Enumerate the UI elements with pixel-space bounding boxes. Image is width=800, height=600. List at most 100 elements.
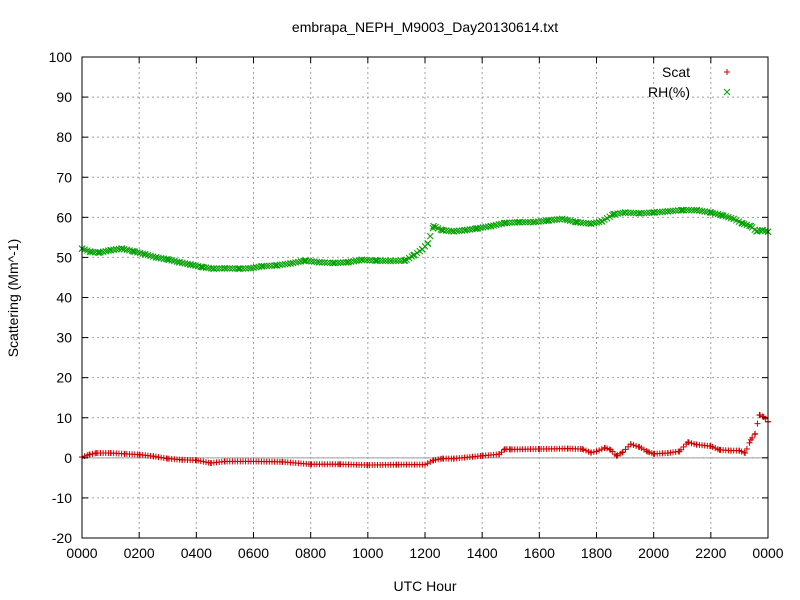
rh-point (107, 246, 114, 254)
rh-point (384, 257, 392, 265)
series-0 (79, 411, 771, 469)
scat-point (507, 446, 514, 453)
rh-point (690, 206, 698, 214)
scat-point (596, 447, 603, 454)
rh-point (667, 207, 674, 215)
scat-point (193, 457, 200, 464)
x-tick-label: 0600 (238, 545, 269, 561)
series-layer (78, 206, 772, 469)
rh-point (484, 223, 492, 230)
scat-point (684, 439, 691, 446)
rh-point (337, 259, 344, 266)
scat-point (714, 446, 721, 453)
scat-point (590, 448, 597, 455)
rh-point (118, 245, 126, 252)
rh-point (229, 265, 236, 272)
rh-point (321, 259, 329, 266)
rh-point (318, 259, 326, 266)
rh-point (350, 257, 358, 265)
rh-point (530, 218, 537, 226)
y-tick-label: 80 (56, 129, 72, 145)
rh-point (461, 226, 469, 234)
rh-point (374, 257, 381, 265)
scat-point (86, 451, 93, 458)
rh-point (315, 258, 323, 266)
rh-point (651, 209, 658, 216)
rh-point (126, 247, 133, 254)
x-tick-label: 2200 (695, 545, 726, 561)
x-tick-label: 0400 (181, 545, 212, 561)
rh-point (753, 228, 760, 235)
scat-point (622, 446, 629, 453)
legend-label-rh: RH(%) (648, 84, 690, 100)
scat-point (393, 461, 400, 468)
scat-point (587, 449, 594, 456)
y-tick-label: 60 (56, 209, 72, 225)
scat-point (716, 446, 723, 453)
scat-point (427, 458, 434, 465)
rh-point (561, 216, 569, 223)
legend-marker-symbol (724, 69, 730, 75)
legend-marker-scat (724, 69, 730, 75)
rh-point (235, 265, 243, 272)
rh-point (463, 226, 471, 234)
scat-point (754, 420, 761, 427)
y-tick-label: 20 (56, 370, 72, 386)
rh-point (487, 222, 495, 230)
rh-point (128, 247, 136, 255)
y-tick-label: 70 (56, 169, 72, 185)
rh-point (265, 262, 273, 270)
rh-point (624, 209, 632, 217)
scat-point (712, 445, 719, 452)
rh-point (473, 225, 480, 232)
rh-point (643, 209, 650, 217)
rh-point (448, 227, 455, 235)
rh-point (503, 219, 511, 227)
scat-point (644, 448, 651, 455)
scat-point (602, 444, 609, 451)
scat-point (707, 443, 714, 450)
rh-point (430, 222, 437, 230)
rh-point (672, 207, 680, 215)
rh-point (236, 265, 244, 272)
scat-point (640, 446, 647, 453)
scat-point (619, 449, 626, 456)
scat-point (630, 442, 637, 449)
rh-point (300, 257, 307, 265)
scat-point (752, 430, 759, 437)
legend-marker-rh (723, 88, 731, 96)
rh-point (698, 207, 706, 215)
scat-point (593, 448, 600, 455)
scat-point (107, 450, 114, 457)
rh-point (187, 261, 194, 268)
rh-point (198, 263, 206, 271)
scat-point (501, 446, 508, 453)
rh-point (210, 265, 217, 272)
rh-point (685, 206, 693, 214)
rh-point (273, 262, 280, 269)
y-tick-label: -20 (52, 530, 72, 546)
rh-point (163, 255, 170, 263)
rh-point (524, 218, 532, 226)
scat-point (364, 462, 371, 469)
x-axis: 0000 0200 0400 0600 0800 1000 1200 1400 1600 1800… (66, 57, 784, 561)
scat-point (650, 450, 657, 457)
x-tick-label: 0200 (124, 545, 155, 561)
y-tick-label: 100 (49, 49, 73, 65)
x-tick-label: 0800 (295, 545, 326, 561)
rh-point (136, 249, 144, 257)
scat-point (536, 446, 543, 453)
x-axis-label: UTC Hour (393, 578, 456, 594)
rh-point (181, 260, 189, 267)
rh-point (379, 257, 387, 265)
rh-point (247, 264, 254, 272)
scat-point (756, 411, 763, 418)
scat-point (613, 452, 620, 459)
rh-point (330, 259, 337, 267)
rh-point (221, 264, 229, 272)
rh-point (168, 257, 176, 264)
scat-point (203, 459, 210, 466)
rh-point (273, 261, 281, 269)
rh-point (401, 257, 409, 264)
